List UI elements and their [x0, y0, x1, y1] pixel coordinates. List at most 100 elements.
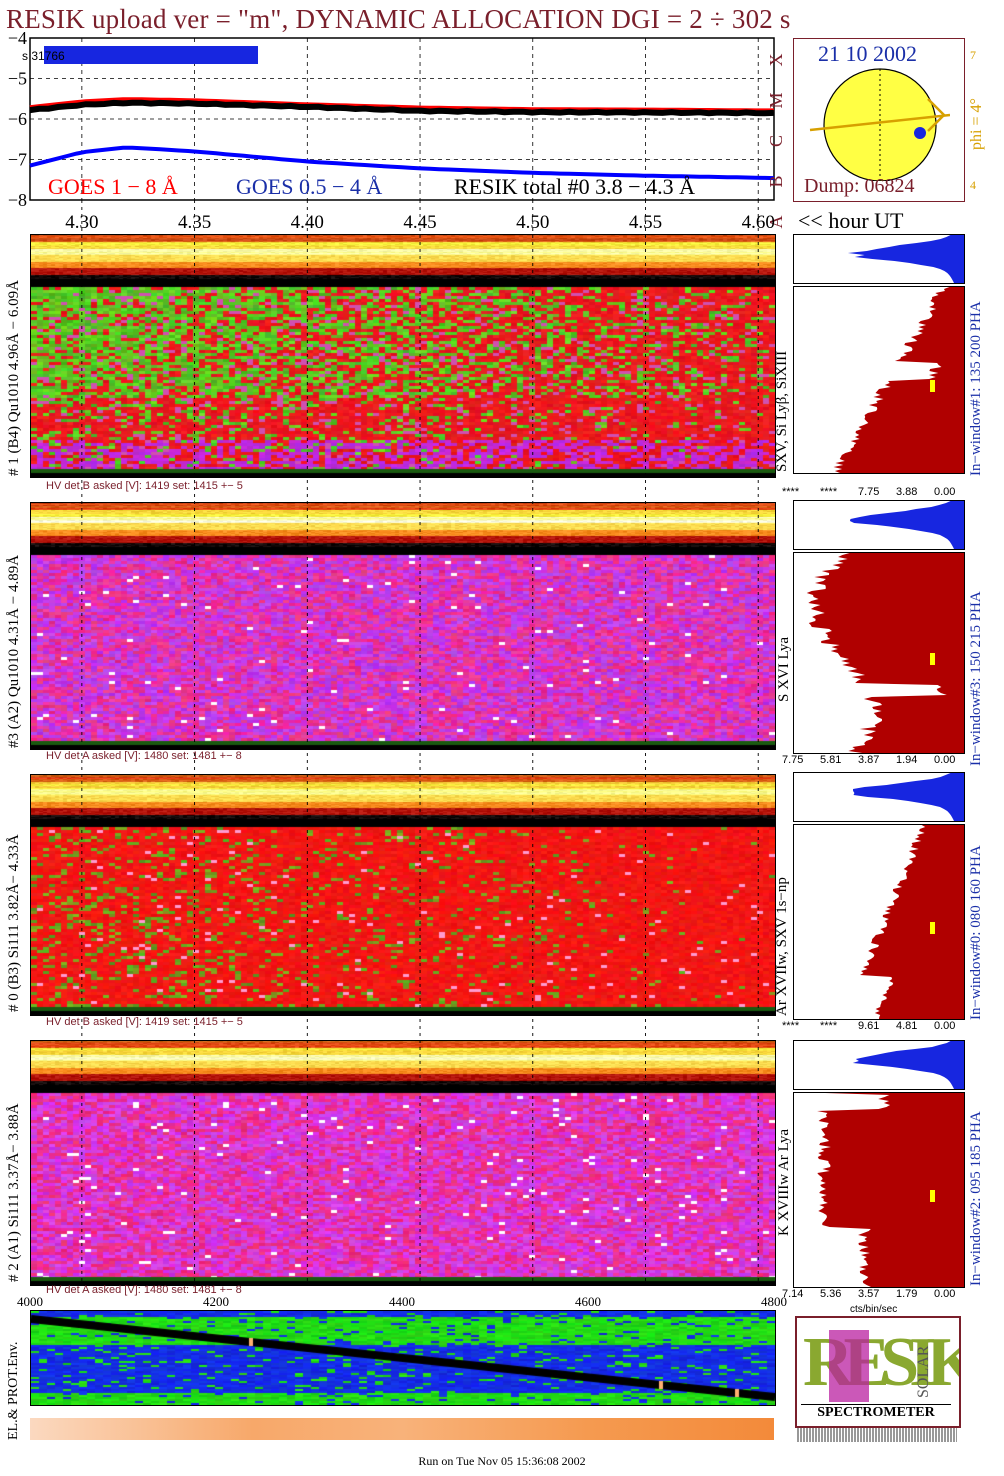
logo-side-text: SOLAR [915, 1345, 932, 1398]
goes-scale-label: s 31766 [22, 49, 65, 63]
pha-small-2 [793, 1040, 965, 1090]
channel-label-2: # 2 (A1) Si111 3.37Å− 3.88Å [6, 1103, 22, 1282]
lines-label-2: K XVIIIw Ar Lya [776, 1128, 792, 1236]
env-x-tick-3: 4600 [575, 1294, 601, 1309]
pha-large-fill [860, 825, 964, 1019]
sun-dump-label: Dump: 06824 [804, 175, 915, 197]
goes-05-4-series-line [29, 145, 775, 181]
pha-tick-label: 3.88 [896, 486, 918, 498]
environment-label: EL.& PROT.Env. [6, 1341, 21, 1440]
spectrogram-channel-1 [30, 234, 776, 478]
lines-label-1: SXV, Si Lyβ, SiXIII [774, 350, 790, 472]
pha-tick-label: 3.87 [858, 754, 880, 766]
pha-large-0 [793, 824, 965, 1020]
sun-disk-diagram [809, 68, 950, 181]
goes-grid [30, 38, 774, 200]
pha-tick-label: 0.00 [934, 1288, 956, 1300]
pha-small-fill [849, 501, 964, 549]
env-x-tick-4: 4800 [761, 1294, 787, 1309]
time-tick-0: 4.30 [65, 212, 98, 233]
goes-class-X: X [766, 54, 786, 67]
pha-small-1 [793, 234, 965, 284]
pha-tick-label: 7.14 [782, 1288, 804, 1300]
time-unit-label: << hour UT [798, 208, 904, 233]
time-tick-3: 4.45 [403, 212, 436, 233]
phi-bottom-value: 4 [970, 178, 976, 192]
goes-y-tick-4: −8 [8, 190, 27, 210]
goes-class-A: A [766, 216, 786, 229]
environment-strip [30, 1418, 774, 1440]
resik-total-series-line [29, 99, 775, 117]
logo-bottom-text: SPECTROMETER [801, 1404, 951, 1421]
pha-large-fill [833, 287, 964, 473]
goes-y-tick-0: −4 [8, 30, 27, 48]
logo-big-text: RESIK [803, 1324, 961, 1401]
in-window-label-3: In−window#3: 150 215 PHA [968, 591, 984, 766]
time-tick-4: 4.50 [516, 212, 549, 233]
pha-unit-label: cts/bin/sec [850, 1304, 898, 1315]
spectrogram-canvas-0 [31, 775, 775, 1015]
spectrogram-canvas-2 [31, 1041, 775, 1285]
spectrogram-canvas-3 [31, 503, 775, 749]
pha-tick-label: **** [820, 1020, 838, 1032]
lines-label-0: Ar XVIIw, SXV 1s−np [774, 877, 790, 1016]
goes-y-tick-1: −5 [8, 69, 27, 89]
spectrogram-channel-2 [30, 1040, 776, 1286]
pha-large-1 [793, 286, 965, 474]
pha-large-3 [793, 552, 965, 754]
goes-lightcurve-chart: −4 −5 −6 −7 −8 s 31766 GOES 1 − 8 Å GOES 0.5… [8, 30, 786, 233]
pha-tick-label: 5.81 [820, 754, 842, 766]
spectrogram-channel-0 [30, 774, 776, 1016]
legend-resik-total: RESIK total #0 3.8 − 4.3 Å [454, 174, 695, 199]
hv-status-channel-2: HV det A asked [V]: 1480 set: 1481 +− 8 [46, 1284, 242, 1296]
goes-class-C: C [766, 135, 786, 147]
spectrogram-canvas-1 [31, 235, 775, 477]
phi-label: phi = 4° [968, 98, 985, 150]
spacecraft-position-dot [914, 127, 926, 139]
pha-tick-label: 1.94 [896, 754, 918, 766]
pha-tick-label: 7.75 [782, 754, 804, 766]
pha-small-fill [847, 235, 964, 283]
resik-logo: RESIK SOLAR SPECTROMETER [795, 1316, 961, 1428]
pha-window-marker [930, 922, 935, 934]
goes-y-axis: −4 −5 −6 −7 −8 [8, 30, 27, 210]
pha-tick-label: 5.36 [820, 1288, 842, 1300]
time-tick-6: 4.60 [742, 212, 775, 233]
env-x-tick-2: 4400 [389, 1294, 415, 1309]
environment-canvas [31, 1311, 775, 1405]
in-window-label-2: In−window#2: 095 185 PHA [968, 1111, 984, 1286]
legend-goes-1-8: GOES 1 − 8 Å [48, 174, 178, 199]
goes-class-M: M [766, 92, 786, 108]
pha-tick-label: 0.00 [934, 754, 956, 766]
pha-small-fill [853, 773, 964, 821]
lines-label-3: S XVI Lya [776, 637, 792, 702]
pha-tick-label: **** [782, 486, 800, 498]
pha-tick-label: 1.79 [896, 1288, 918, 1300]
sun-pointer-arrow [927, 98, 946, 132]
pha-tick-label: **** [820, 486, 838, 498]
hv-status-channel-1: HV det B asked [V]: 1419 set: 1415 +− 5 [46, 480, 243, 492]
pha-large-2 [793, 1092, 965, 1288]
sun-date: 21 10 2002 [818, 41, 917, 66]
environment-panel [30, 1310, 776, 1406]
in-window-label-1: In−window#1: 135 200 PHA [968, 301, 984, 476]
time-tick-5: 4.55 [629, 212, 662, 233]
hv-status-channel-3: HV det A asked [V]: 1480 set: 1481 +− 8 [46, 750, 242, 762]
spectrogram-channel-3 [30, 502, 776, 750]
pha-small-3 [793, 500, 965, 550]
pha-tick-label: 3.57 [858, 1288, 880, 1300]
env-x-tick-0: 4000 [17, 1294, 43, 1309]
pha-small-0 [793, 772, 965, 822]
goes-scale-bar [44, 46, 258, 64]
logo-fine-print [797, 1428, 957, 1442]
environment-axis: 4000 4200 4400 4600 4800 [17, 1294, 787, 1309]
time-axis: 4.30 4.35 4.40 4.45 4.50 4.55 4.60 [65, 212, 775, 233]
goes-y-tick-3: −7 [8, 150, 27, 170]
pha-tick-label: 4.81 [896, 1020, 918, 1032]
pha-large-fill [817, 1093, 964, 1287]
legend-goes-05-4: GOES 0.5 − 4 Å [236, 174, 382, 199]
pha-window-marker [930, 380, 935, 392]
goes-class-axis: X M C B A [766, 54, 786, 229]
pha-large-fill [806, 553, 964, 753]
time-tick-1: 4.35 [178, 212, 211, 233]
